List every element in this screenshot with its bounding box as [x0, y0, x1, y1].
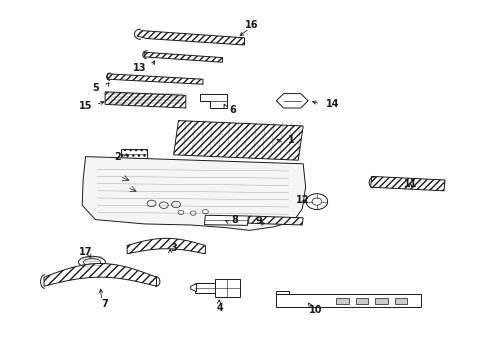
Text: 12: 12 [296, 195, 309, 205]
Polygon shape [215, 279, 239, 297]
Polygon shape [144, 52, 222, 62]
Text: 15: 15 [79, 101, 92, 111]
Text: 7: 7 [102, 299, 108, 309]
Polygon shape [127, 238, 205, 254]
Polygon shape [121, 149, 146, 158]
Polygon shape [194, 283, 215, 293]
Ellipse shape [83, 258, 101, 266]
Polygon shape [204, 215, 248, 225]
Text: 13: 13 [132, 63, 146, 73]
Text: 14: 14 [325, 99, 339, 109]
Polygon shape [105, 92, 185, 108]
Bar [374, 298, 387, 304]
Polygon shape [248, 216, 303, 225]
Polygon shape [190, 284, 196, 292]
Bar [394, 298, 407, 304]
Polygon shape [276, 291, 288, 294]
Polygon shape [276, 94, 307, 108]
Polygon shape [173, 121, 303, 160]
Text: 1: 1 [287, 135, 294, 145]
Text: 9: 9 [255, 216, 262, 226]
Text: 11: 11 [403, 179, 417, 189]
Text: 8: 8 [231, 215, 238, 225]
Text: 2: 2 [114, 152, 121, 162]
Text: 17: 17 [79, 247, 92, 257]
Polygon shape [44, 264, 156, 286]
Polygon shape [137, 31, 244, 45]
Polygon shape [107, 74, 203, 84]
Text: 16: 16 [244, 20, 258, 30]
Text: 5: 5 [92, 83, 99, 93]
Bar [355, 298, 367, 304]
Polygon shape [370, 176, 444, 191]
Ellipse shape [78, 256, 105, 268]
Text: 3: 3 [170, 243, 177, 253]
Polygon shape [200, 94, 227, 108]
Text: 4: 4 [216, 303, 223, 313]
Polygon shape [82, 157, 305, 230]
Bar [335, 298, 348, 304]
Text: 6: 6 [228, 105, 235, 115]
Polygon shape [276, 294, 420, 307]
Text: 10: 10 [308, 305, 322, 315]
